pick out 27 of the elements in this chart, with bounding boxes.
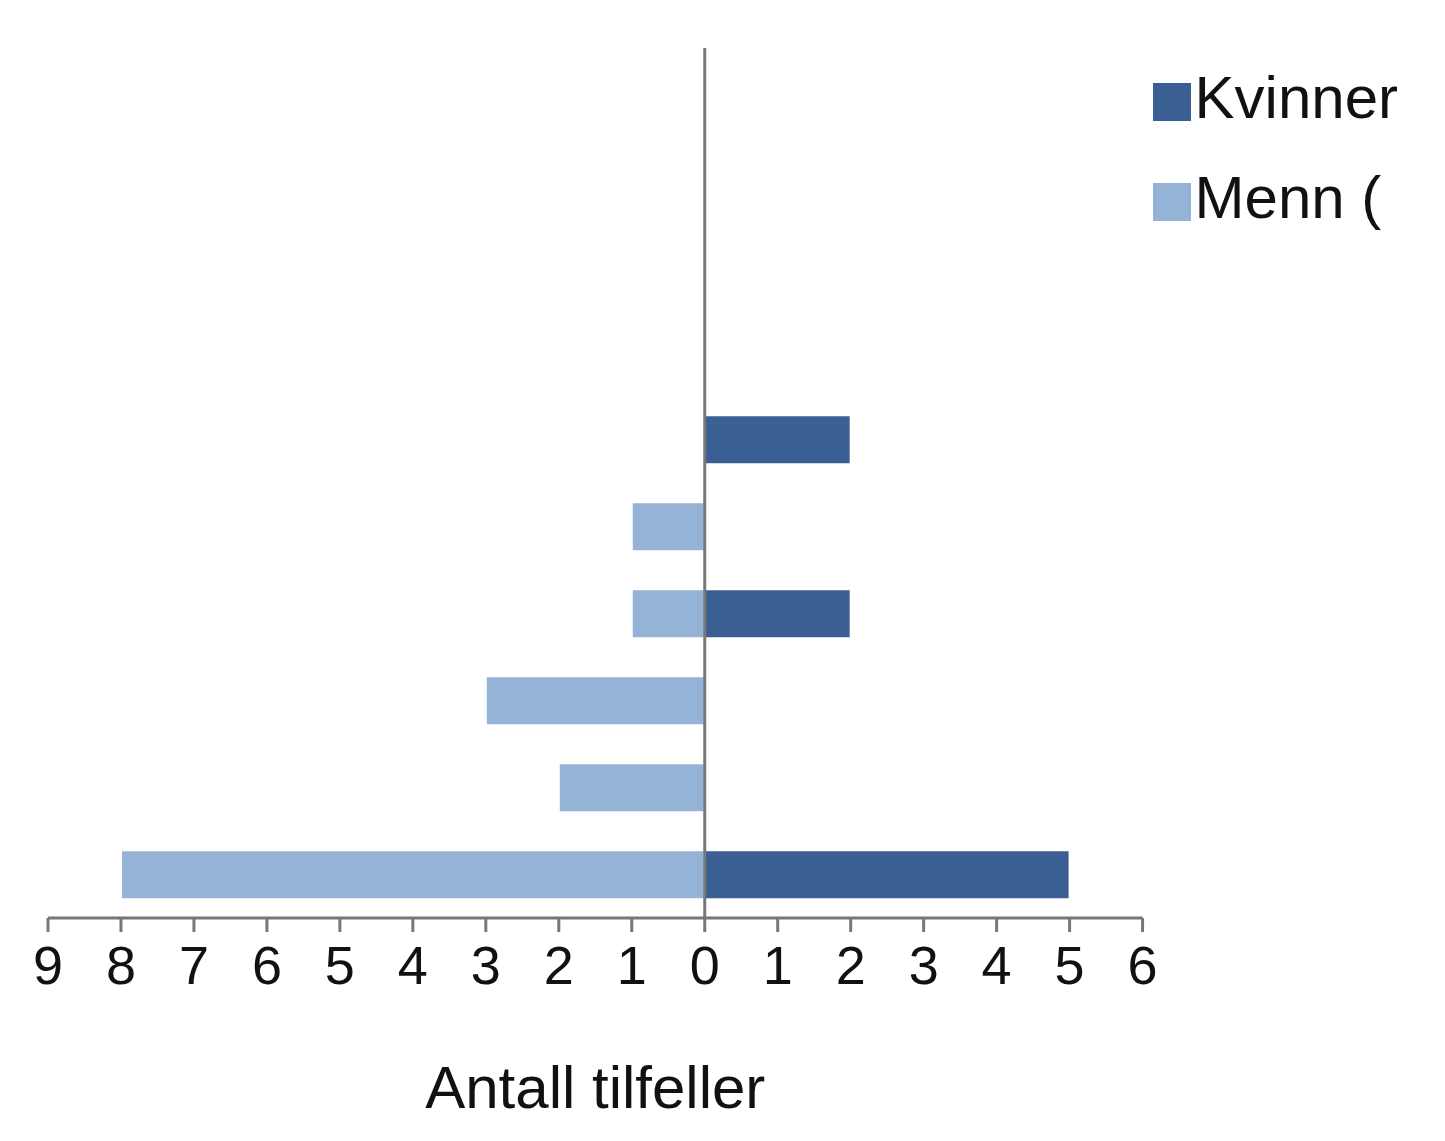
x-tick-label: 1: [616, 935, 647, 996]
x-tick-label: 5: [1054, 935, 1085, 996]
legend-label: Menn (: [1194, 164, 1382, 231]
legend-label: Kvinner: [1194, 64, 1398, 131]
bar: [630, 588, 706, 640]
x-tick-label: 3: [470, 935, 501, 996]
x-tick-label: 7: [178, 935, 209, 996]
bar: [484, 675, 706, 727]
x-tick-label: 2: [835, 935, 866, 996]
x-axis-title: Antall tilfeller: [425, 1054, 766, 1121]
x-tick-label: 3: [908, 935, 939, 996]
x-tick-label: 5: [324, 935, 355, 996]
bar: [703, 588, 852, 640]
bar: [557, 762, 706, 814]
bar: [703, 849, 1071, 901]
x-tick-label: 9: [32, 935, 64, 996]
x-tick-label: 8: [105, 935, 136, 996]
x-tick-label: 0: [689, 935, 720, 996]
x-tick-label: 6: [251, 935, 282, 996]
x-tick-label: 1: [762, 935, 793, 996]
x-tick-label: 4: [397, 935, 428, 996]
bar: [703, 414, 852, 466]
x-tick-label: 6: [1127, 935, 1158, 996]
bar: [630, 501, 706, 553]
x-tick-label: 2: [543, 935, 574, 996]
x-tick-label: 4: [981, 935, 1012, 996]
bar: [119, 849, 706, 901]
